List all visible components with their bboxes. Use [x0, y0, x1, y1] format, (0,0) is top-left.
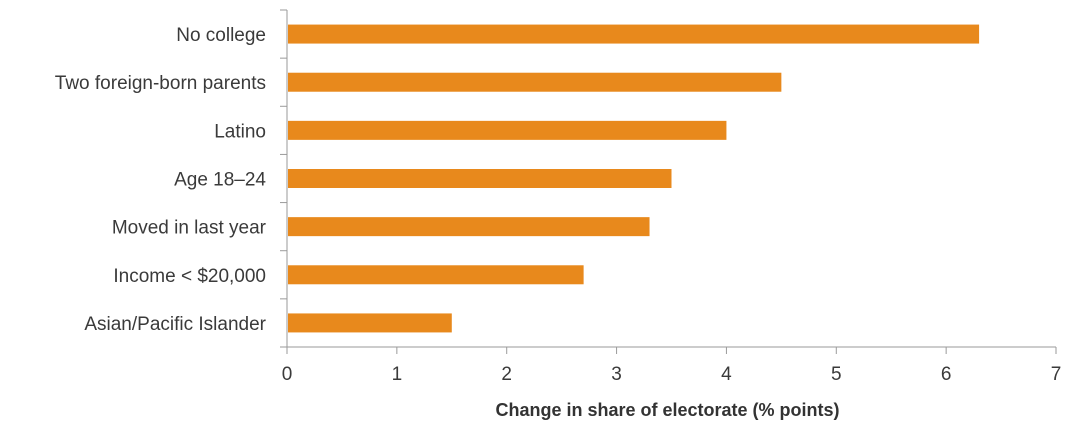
axes: 0 1 2 3 4 5 6 7: [280, 9, 1062, 385]
bar-1: [288, 72, 782, 92]
x-tick-label-7: 7: [1051, 364, 1062, 385]
x-tick-label-0: 0: [282, 364, 293, 385]
category-label-4: Moved in last year: [112, 218, 267, 239]
category-label-2: Latino: [214, 121, 266, 142]
x-tick-label-2: 2: [501, 364, 512, 385]
bar-6: [288, 313, 452, 333]
category-label-6: Asian/Pacific Islander: [84, 314, 266, 335]
category-labels: No college Two foreign-born parents Latino…: [55, 25, 267, 335]
x-tick-label-4: 4: [721, 364, 732, 385]
x-tick-label-6: 6: [941, 364, 952, 385]
bars-layer: [288, 24, 980, 333]
bar-0: [288, 24, 980, 44]
category-label-0: No college: [176, 25, 266, 46]
x-axis-title: Change in share of electorate (% points): [495, 400, 839, 420]
bar-2: [288, 120, 727, 140]
x-tick-label-5: 5: [831, 364, 842, 385]
x-tick-label-3: 3: [611, 364, 622, 385]
category-label-3: Age 18–24: [174, 170, 266, 191]
x-tick-label-1: 1: [392, 364, 403, 385]
bar-5: [288, 265, 584, 285]
category-label-5: Income < $20,000: [113, 266, 266, 287]
bar-3: [288, 169, 672, 188]
bar-4: [288, 217, 650, 237]
category-label-1: Two foreign-born parents: [55, 73, 266, 94]
